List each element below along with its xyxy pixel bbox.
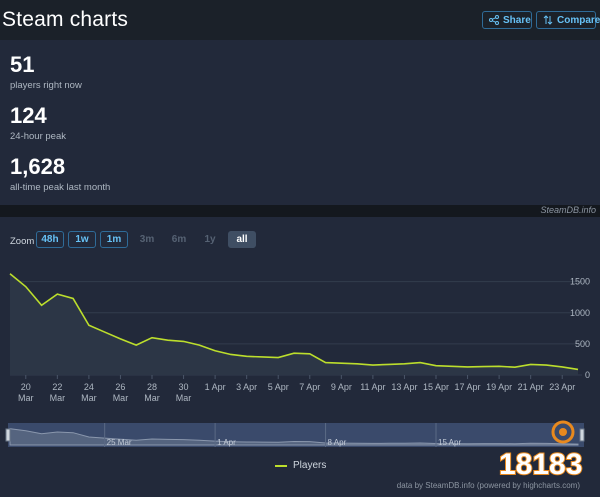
x-tick-label: 28 <box>147 382 157 392</box>
current-players-value: 51 <box>10 52 35 77</box>
chart-credits[interactable]: data by SteamDB.info (powered by highcha… <box>396 481 580 490</box>
x-tick-label: 5 Apr <box>268 382 289 392</box>
x-tick-label: 24 <box>84 382 94 392</box>
legend-label: Players <box>293 460 327 471</box>
x-tick-label: 9 Apr <box>331 382 352 392</box>
y-tick-label: 1500 <box>570 277 590 287</box>
players-series-line[interactable] <box>9 273 579 371</box>
y-tick-label: 500 <box>575 339 590 349</box>
compare-icon <box>543 15 553 25</box>
y-tick-label: 0 <box>585 370 590 380</box>
x-tick-label: 7 Apr <box>299 382 320 392</box>
zoom-all-button[interactable]: all <box>228 231 256 248</box>
all-time-peak-label: all-time peak last month <box>10 182 111 193</box>
header-bar: Steam charts Share Compare <box>0 0 600 40</box>
x-tick-label: Mar <box>113 393 129 403</box>
navigator-label: 8 Apr <box>328 438 347 447</box>
x-tick-label: 23 Apr <box>549 382 575 392</box>
x-tick-label: 30 <box>179 382 189 392</box>
navigator-handle-left[interactable] <box>5 428 11 442</box>
compare-label: Compare <box>557 14 600 26</box>
range-navigator[interactable]: 25 Mar 1 Apr 8 Apr 15 Apr <box>0 423 600 449</box>
navigator-series <box>9 428 579 446</box>
players-area-fill <box>10 273 578 375</box>
share-button[interactable]: Share <box>482 11 532 29</box>
navigator-handle-right[interactable] <box>579 428 585 442</box>
chart-line-layer <box>9 273 579 371</box>
legend-line-swatch <box>275 464 287 467</box>
compare-button[interactable]: Compare <box>536 11 600 29</box>
day-peak-label: 24-hour peak <box>10 131 66 142</box>
x-tick-label: Mar <box>176 393 192 403</box>
current-players-label: players right now <box>10 80 82 91</box>
x-tick-label: 13 Apr <box>391 382 417 392</box>
chart-legend[interactable]: Players <box>275 460 326 471</box>
zoom-1m-button[interactable]: 1m <box>100 231 128 248</box>
chart-area-layer <box>10 273 578 375</box>
navigator-label: 25 Mar <box>107 438 132 447</box>
source-band: SteamDB.info <box>0 205 600 217</box>
x-tick-label: 11 Apr <box>360 382 385 392</box>
x-tick-label: 3 Apr <box>236 382 257 392</box>
x-tick-label: Mar <box>50 393 66 403</box>
day-peak-value: 124 <box>10 103 47 128</box>
navigator-label: 1 Apr <box>217 438 236 447</box>
zoom-label: Zoom <box>10 236 35 247</box>
x-tick-label: 20 <box>21 382 31 392</box>
x-tick-label: 1 Apr <box>205 382 226 392</box>
x-tick-label: 22 <box>52 382 62 392</box>
x-tick-label: 21 Apr <box>518 382 544 392</box>
chart-panel: Zoom 48h 1w 1m 3m 6m 1y all 0 500 1000 1500… <box>0 217 600 497</box>
x-tick-label: Mar <box>18 393 34 403</box>
zoom-6m-button[interactable]: 6m <box>171 234 187 245</box>
source-link[interactable]: SteamDB.info <box>540 205 596 215</box>
stats-panel: 51 players right now 124 24-hour peak 1,… <box>0 40 600 205</box>
all-time-peak-value: 1,628 <box>10 154 66 179</box>
x-tick-label: 15 Apr <box>423 382 449 392</box>
zoom-3m-button[interactable]: 3m <box>139 234 155 245</box>
navigator-label: 15 Apr <box>438 438 461 447</box>
zoom-48h-button[interactable]: 48h <box>36 231 64 248</box>
page-title: Steam charts <box>2 8 129 31</box>
y-axis-ticks: 0 500 1000 1500 <box>570 277 590 380</box>
share-icon <box>489 15 499 25</box>
share-label: Share <box>503 14 531 26</box>
svg-text:18183: 18183 <box>499 448 582 481</box>
x-tick-label: Mar <box>144 393 160 403</box>
zoom-1y-button[interactable]: 1y <box>204 234 216 245</box>
zoom-1w-button[interactable]: 1w <box>68 231 96 248</box>
y-tick-label: 1000 <box>570 308 590 318</box>
site-watermark-logo: 18183 <box>498 420 583 482</box>
x-tick-label: 19 Apr <box>486 382 512 392</box>
x-tick-label: 26 <box>115 382 125 392</box>
x-tick-label: 17 Apr <box>455 382 481 392</box>
x-tick-label: Mar <box>81 393 97 403</box>
